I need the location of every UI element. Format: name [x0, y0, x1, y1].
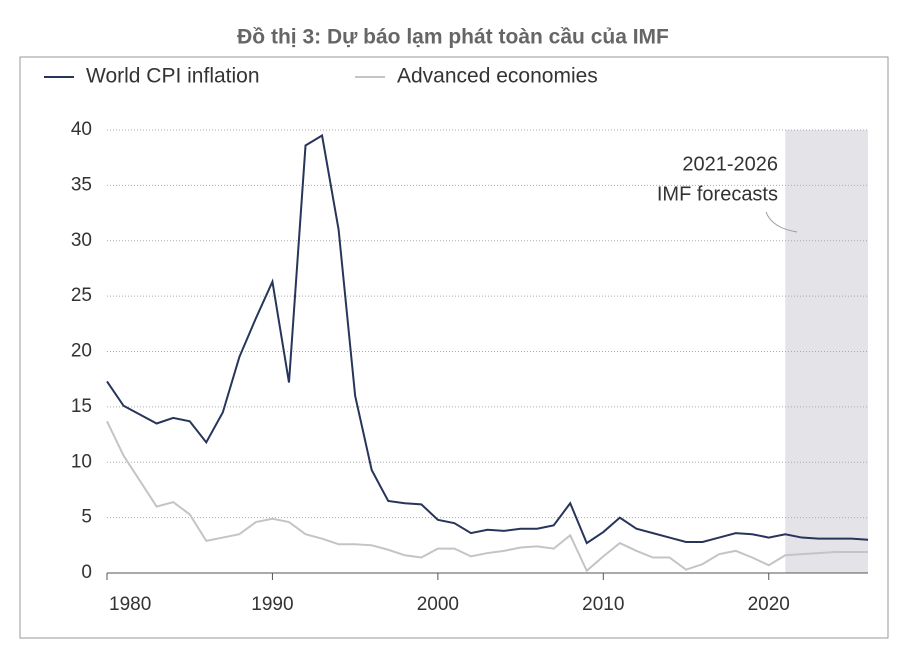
annotation: IMF forecasts — [657, 183, 778, 205]
y-tick-label: 10 — [71, 451, 92, 472]
annotation-pointer — [765, 211, 798, 233]
x-tick-label: 1990 — [251, 594, 293, 615]
y-tick-label: 20 — [71, 341, 92, 362]
x-tick-label: 1980 — [109, 594, 151, 615]
y-tick-label: 25 — [71, 285, 92, 306]
legend-label: World CPI inflation — [86, 65, 260, 88]
frame — [19, 56, 889, 639]
y-tick-label: 30 — [71, 230, 92, 251]
y-tick-label: 5 — [81, 507, 92, 528]
y-tick-label: 15 — [71, 396, 92, 417]
series-line — [106, 420, 868, 573]
legend-label: Advanced economies — [397, 65, 598, 88]
y-tick-label: 40 — [71, 119, 92, 140]
series-line — [106, 133, 869, 545]
x-tick-label: 2020 — [748, 594, 790, 615]
y-tick-label: 0 — [81, 562, 92, 583]
annotation: 2021-2026 — [682, 153, 778, 175]
x-tick-label: 2000 — [417, 594, 459, 615]
x-tick-label: 2010 — [582, 594, 624, 615]
y-tick-label: 35 — [71, 174, 92, 195]
chart-title: Đồ thị 3: Dự báo lạm phát toàn cầu của I… — [237, 26, 669, 49]
